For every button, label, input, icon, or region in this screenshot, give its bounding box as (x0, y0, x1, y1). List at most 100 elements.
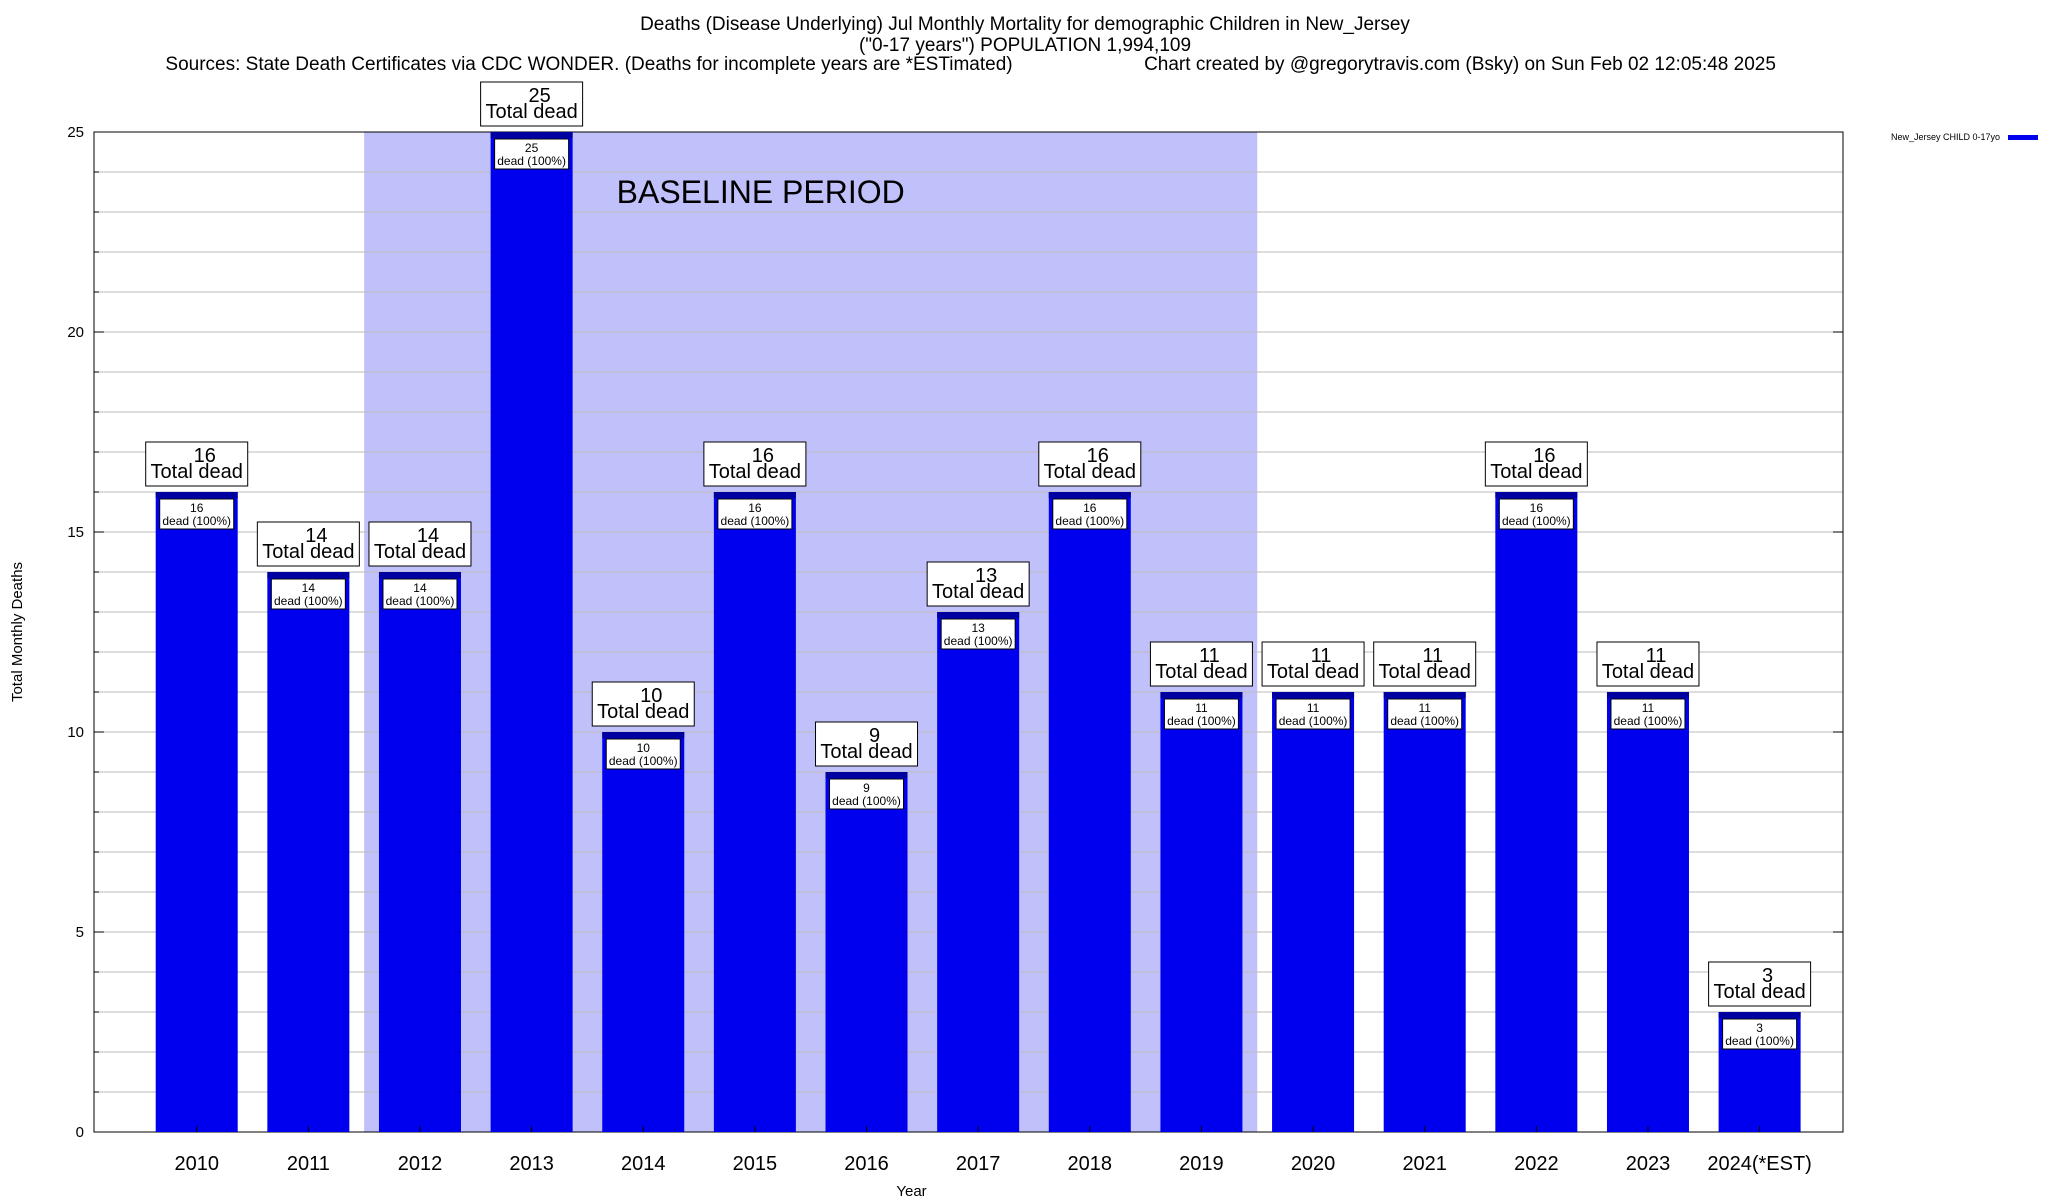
bar-inner-label-box (1275, 698, 1351, 730)
bar-inner-label: dead (100%) (1725, 1034, 1794, 1048)
bar-total-label: Total dead (1044, 461, 1136, 483)
y-tick-label: 25 (67, 124, 84, 141)
bar-total-label: Total dead (262, 541, 354, 563)
bar-total-value: 11 (1422, 645, 1443, 667)
bar-inner-value: 16 (190, 501, 204, 515)
bar-total-label: Total dead (485, 101, 577, 123)
bar-inner-label: dead (100%) (832, 794, 901, 808)
bar-inner-label-box (1163, 698, 1239, 730)
x-axis-label: Year (896, 1183, 926, 1200)
bar (1048, 492, 1131, 1132)
bar-inner-label: dead (100%) (497, 154, 566, 168)
bar-total-value: 11 (1199, 645, 1220, 667)
bar (155, 492, 238, 1132)
x-tick-label: 2010 (174, 1153, 219, 1175)
bar-inner-value: 16 (1530, 501, 1544, 515)
bar-total-value: 11 (1646, 645, 1667, 667)
bar-total-value: 16 (752, 445, 774, 467)
chart-title: Deaths (Disease Underlying) Jul Monthly … (640, 14, 1410, 35)
bar-inner-label-box (1722, 1018, 1798, 1050)
bar-inner-label-box (940, 618, 1016, 650)
x-tick-label: 2024(*EST) (1707, 1153, 1812, 1175)
bar-total-label-box (256, 521, 360, 567)
bar-total-label-box (480, 81, 584, 127)
bar (490, 132, 573, 1132)
bar-total-label-box (591, 681, 695, 727)
x-tick-label: 2011 (287, 1153, 330, 1175)
bar-cap (1495, 492, 1578, 498)
bar-total-value: 13 (975, 565, 997, 587)
bar-inner-value: 11 (1418, 701, 1431, 715)
bar-inner-value: 14 (302, 581, 316, 595)
bar-cap (378, 572, 461, 578)
bar-cap (825, 772, 908, 778)
bar-inner-label: dead (100%) (1502, 514, 1571, 528)
bar (937, 612, 1020, 1132)
bar-inner-label: dead (100%) (721, 514, 790, 528)
bar-cap (937, 612, 1020, 618)
y-tick-label: 5 (76, 924, 84, 941)
bar-total-label: Total dead (1267, 661, 1359, 683)
bar-total-label: Total dead (1379, 661, 1471, 683)
bar-inner-label-box (1052, 498, 1128, 530)
bar-inner-value: 9 (863, 781, 870, 795)
bar-inner-label-box (829, 778, 905, 810)
bar-cap (713, 492, 796, 498)
bar-total-label: Total dead (1602, 661, 1694, 683)
bar (825, 772, 908, 1132)
bar-inner-label-box (605, 738, 681, 770)
y-tick-label: 0 (76, 1124, 84, 1141)
bar-inner-label: dead (100%) (274, 594, 343, 608)
bar-inner-value: 16 (1083, 501, 1097, 515)
bar-total-label: Total dead (151, 461, 243, 483)
y-tick-label: 10 (67, 724, 84, 741)
bar (1606, 692, 1689, 1132)
bar-inner-label-box (1387, 698, 1463, 730)
bar-total-label: Total dead (597, 701, 689, 723)
bar-total-label-box (1261, 641, 1365, 687)
bar-inner-value: 10 (637, 741, 651, 755)
bar-total-label: Total dead (1155, 661, 1247, 683)
x-tick-label: 2015 (733, 1153, 778, 1175)
bar-inner-value: 11 (1642, 701, 1655, 715)
bar-total-value: 16 (1087, 445, 1109, 467)
bar-cap (1606, 692, 1689, 698)
y-tick-label: 20 (67, 324, 84, 341)
bar-inner-label-box (494, 138, 570, 170)
bar-inner-value: 16 (748, 501, 762, 515)
bar-inner-value: 11 (1307, 701, 1320, 715)
y-axis-label: Total Monthly Deaths (9, 562, 26, 702)
bar-total-label-box (1596, 641, 1700, 687)
bar-inner-label: dead (100%) (944, 634, 1013, 648)
bar-total-label: Total dead (1713, 981, 1805, 1003)
bar-inner-label-box (1610, 698, 1686, 730)
bar (713, 492, 796, 1132)
x-tick-label: 2014 (621, 1153, 666, 1175)
bar (378, 572, 461, 1132)
y-tick-label: 15 (67, 524, 84, 541)
x-tick-label: 2021 (1402, 1153, 1447, 1175)
x-tick-label: 2022 (1514, 1153, 1559, 1175)
bar (1272, 692, 1355, 1132)
legend-swatch (2008, 135, 2038, 140)
x-tick-label: 2020 (1291, 1153, 1336, 1175)
bar-total-label: Total dead (820, 741, 912, 763)
bar-total-value: 9 (869, 725, 880, 747)
chart-credit: Chart created by @gregorytravis.com (Bsk… (1144, 54, 1776, 75)
bar-total-value: 14 (305, 525, 327, 547)
legend-label: New_Jersey CHILD 0-17yo (1891, 132, 2000, 142)
bar-inner-label: dead (100%) (1055, 514, 1124, 528)
bar-total-label-box (1708, 961, 1812, 1007)
x-tick-label: 2012 (398, 1153, 443, 1175)
bar-inner-label: dead (100%) (162, 514, 231, 528)
chart-sources: Sources: State Death Certificates via CD… (165, 54, 1013, 75)
bar-inner-label-box (717, 498, 793, 530)
bar-total-value: 16 (1533, 445, 1555, 467)
bar-inner-label: dead (100%) (1390, 714, 1459, 728)
bar-total-value: 16 (194, 445, 216, 467)
bar-total-label-box (926, 561, 1030, 607)
bar-cap (602, 732, 685, 738)
bar-total-value: 11 (1311, 645, 1332, 667)
bar-inner-label: dead (100%) (386, 594, 455, 608)
